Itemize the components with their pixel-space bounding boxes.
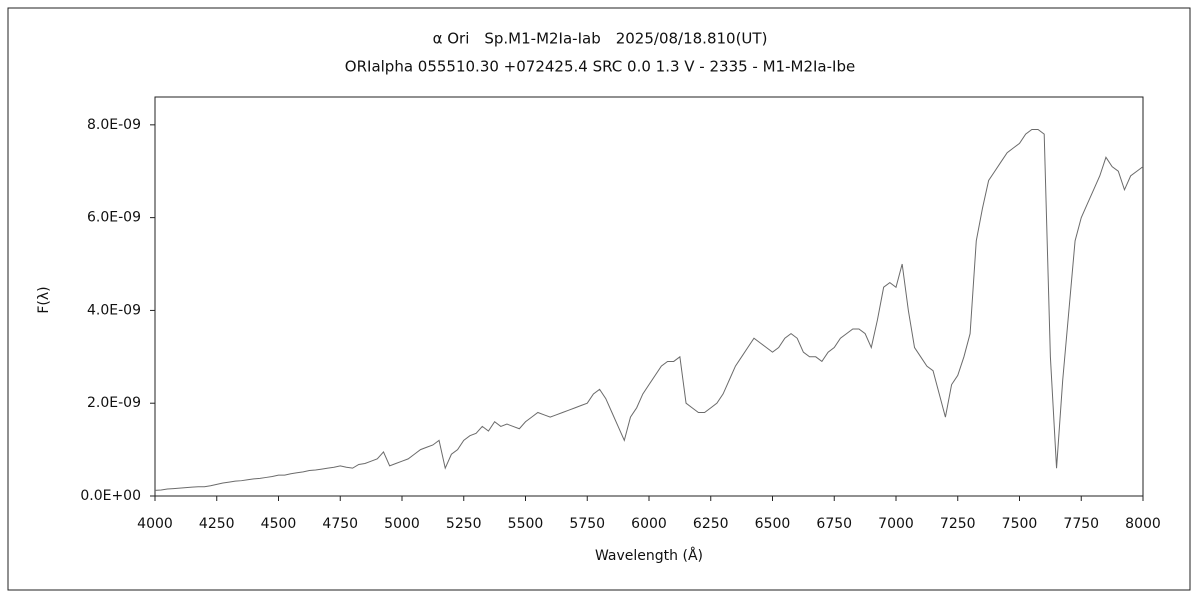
y-axis-label: F(λ) bbox=[36, 286, 52, 313]
x-tick-label: 5250 bbox=[446, 516, 482, 532]
x-tick-label: 6500 bbox=[755, 516, 791, 532]
x-tick-label: 4500 bbox=[261, 516, 297, 532]
x-tick-label: 5500 bbox=[508, 516, 544, 532]
x-tick-label: 4000 bbox=[137, 516, 173, 532]
x-tick-label: 5000 bbox=[384, 516, 420, 532]
x-tick-label: 4750 bbox=[322, 516, 358, 532]
x-tick-label: 6250 bbox=[693, 516, 729, 532]
y-tick-label: 4.0E-09 bbox=[87, 302, 141, 318]
chart-border bbox=[7, 7, 1191, 591]
plot-frame bbox=[154, 96, 1144, 497]
x-tick-label: 5750 bbox=[569, 516, 605, 532]
x-tick-label: 8000 bbox=[1125, 516, 1161, 532]
y-tick-label: 2.0E-09 bbox=[87, 395, 141, 411]
chart-title: α Ori Sp.M1-M2Ia-Iab 2025/08/18.810(UT) bbox=[433, 30, 768, 48]
x-tick-label: 4250 bbox=[199, 516, 235, 532]
y-tick-label: 6.0E-09 bbox=[87, 210, 141, 226]
x-axis-label: Wavelength (Å) bbox=[595, 547, 703, 564]
x-tick-label: 6000 bbox=[631, 516, 667, 532]
x-tick-label: 7250 bbox=[940, 516, 976, 532]
y-tick-label: 0.0E+00 bbox=[80, 488, 141, 504]
spectrum-line bbox=[154, 128, 1144, 491]
x-tick-label: 6750 bbox=[816, 516, 852, 532]
y-tick-label: 8.0E-09 bbox=[87, 117, 141, 133]
chart-subtitle: ORIalpha 055510.30 +072425.4 SRC 0.0 1.3… bbox=[345, 58, 855, 76]
x-tick-label: 7500 bbox=[1002, 516, 1038, 532]
x-tick-label: 7000 bbox=[878, 516, 914, 532]
x-tick-label: 7750 bbox=[1063, 516, 1099, 532]
